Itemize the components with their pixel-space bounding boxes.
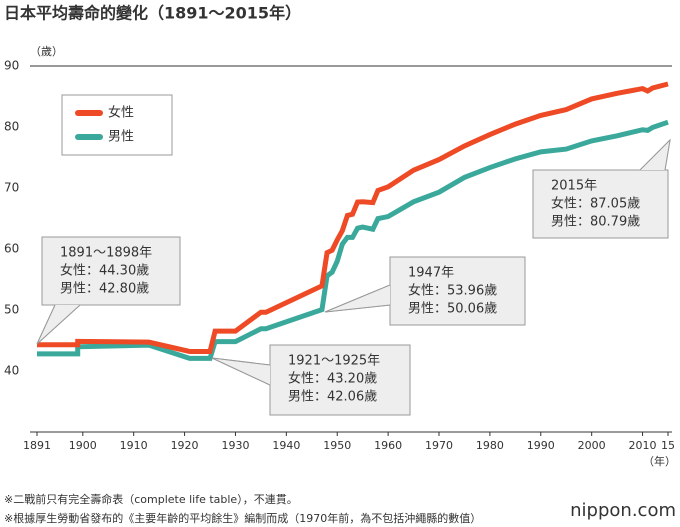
- x-tick-label: 2010: [629, 439, 657, 452]
- x-unit: （年）: [643, 454, 676, 468]
- y-tick-label: 90: [4, 59, 19, 73]
- callout-line: 女性：44.30歲: [60, 263, 149, 279]
- x-tick-label: 1910: [120, 439, 148, 452]
- callout-line: 男性：80.79歲: [551, 215, 640, 230]
- y-unit: （歲）: [30, 44, 63, 58]
- x-tick-label: 1990: [527, 439, 555, 452]
- x-tick-label: 1920: [171, 439, 199, 452]
- callout-line: 男性：42.80歲: [60, 282, 149, 297]
- y-tick-label: 70: [4, 181, 19, 195]
- x-tick-label: 1970: [425, 439, 453, 452]
- y-tick-label: 40: [4, 364, 19, 378]
- callout-tip-edge: [211, 357, 271, 366]
- y-tick-label: 60: [4, 242, 19, 256]
- legend-label: 女性: [108, 105, 134, 121]
- x-tick-label: 15: [661, 439, 675, 452]
- callout-title: 1891～1898年: [60, 246, 152, 261]
- callout-line: 男性：42.06歲: [288, 390, 377, 405]
- x-tick-label: 2000: [578, 439, 606, 452]
- callout-box: [41, 236, 181, 306]
- x-tick-label: 1960: [374, 439, 402, 452]
- chart-title: 日本平均壽命的變化（1891～2015年）: [4, 4, 301, 23]
- y-tick-label: 50: [4, 303, 19, 317]
- callout-line: 女性：43.20歲: [288, 371, 377, 387]
- callout-tip-edge: [324, 304, 391, 313]
- legend: [61, 94, 173, 156]
- callout-box: [269, 344, 411, 416]
- callout-tip-edge: [36, 304, 81, 345]
- x-tick-label: 1940: [272, 439, 300, 452]
- callout-tip-edge: [664, 139, 671, 171]
- callout-title: 1947年: [408, 266, 454, 281]
- callout-tip-edge: [211, 357, 271, 386]
- callout-line: 女性：87.05歲: [551, 196, 640, 212]
- y-tick-label: 80: [4, 120, 19, 134]
- callout-title: 2015年: [551, 179, 597, 194]
- source: nippon.com: [570, 500, 676, 521]
- legend-label: 男性: [108, 130, 134, 145]
- callout-tip-edge: [36, 304, 56, 345]
- callout-box: [532, 169, 669, 239]
- line-series: [37, 81, 669, 354]
- callout-line: 男性：50.06歲: [408, 302, 497, 317]
- callout-line: 女性：53.96歲: [408, 283, 497, 299]
- x-tick-label: 1980: [476, 439, 504, 452]
- x-tick-label: 1950: [323, 439, 351, 452]
- x-tick-label: 1930: [221, 439, 249, 452]
- callout-tip-edge: [639, 139, 671, 171]
- x-tick-label: 1891: [23, 439, 51, 452]
- callout-title: 1921～1925年: [288, 354, 380, 369]
- callout-tip-edge: [324, 284, 391, 313]
- footnote: ※二戰前只有完全壽命表（complete life table），不連貫。: [4, 492, 298, 506]
- x-tick-label: 1900: [69, 439, 97, 452]
- footnote: ※根據厚生勞動省發布的《主要年齡的平均餘生》編制而成（1970年前，為不包括沖繩…: [4, 511, 481, 525]
